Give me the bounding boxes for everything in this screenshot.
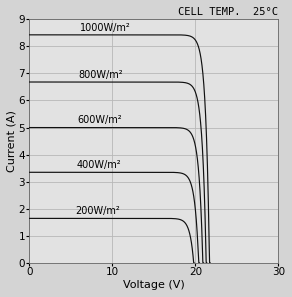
Text: 1000W/m²: 1000W/m² [80, 23, 131, 33]
Text: 800W/m²: 800W/m² [79, 70, 123, 80]
Text: 400W/m²: 400W/m² [77, 160, 121, 170]
Text: 600W/m²: 600W/m² [78, 116, 122, 125]
Text: CELL TEMP.  25°C: CELL TEMP. 25°C [178, 7, 279, 17]
Y-axis label: Current (A): Current (A) [7, 110, 17, 172]
X-axis label: Voltage (V): Voltage (V) [123, 280, 185, 290]
Text: 200W/m²: 200W/m² [75, 206, 120, 216]
